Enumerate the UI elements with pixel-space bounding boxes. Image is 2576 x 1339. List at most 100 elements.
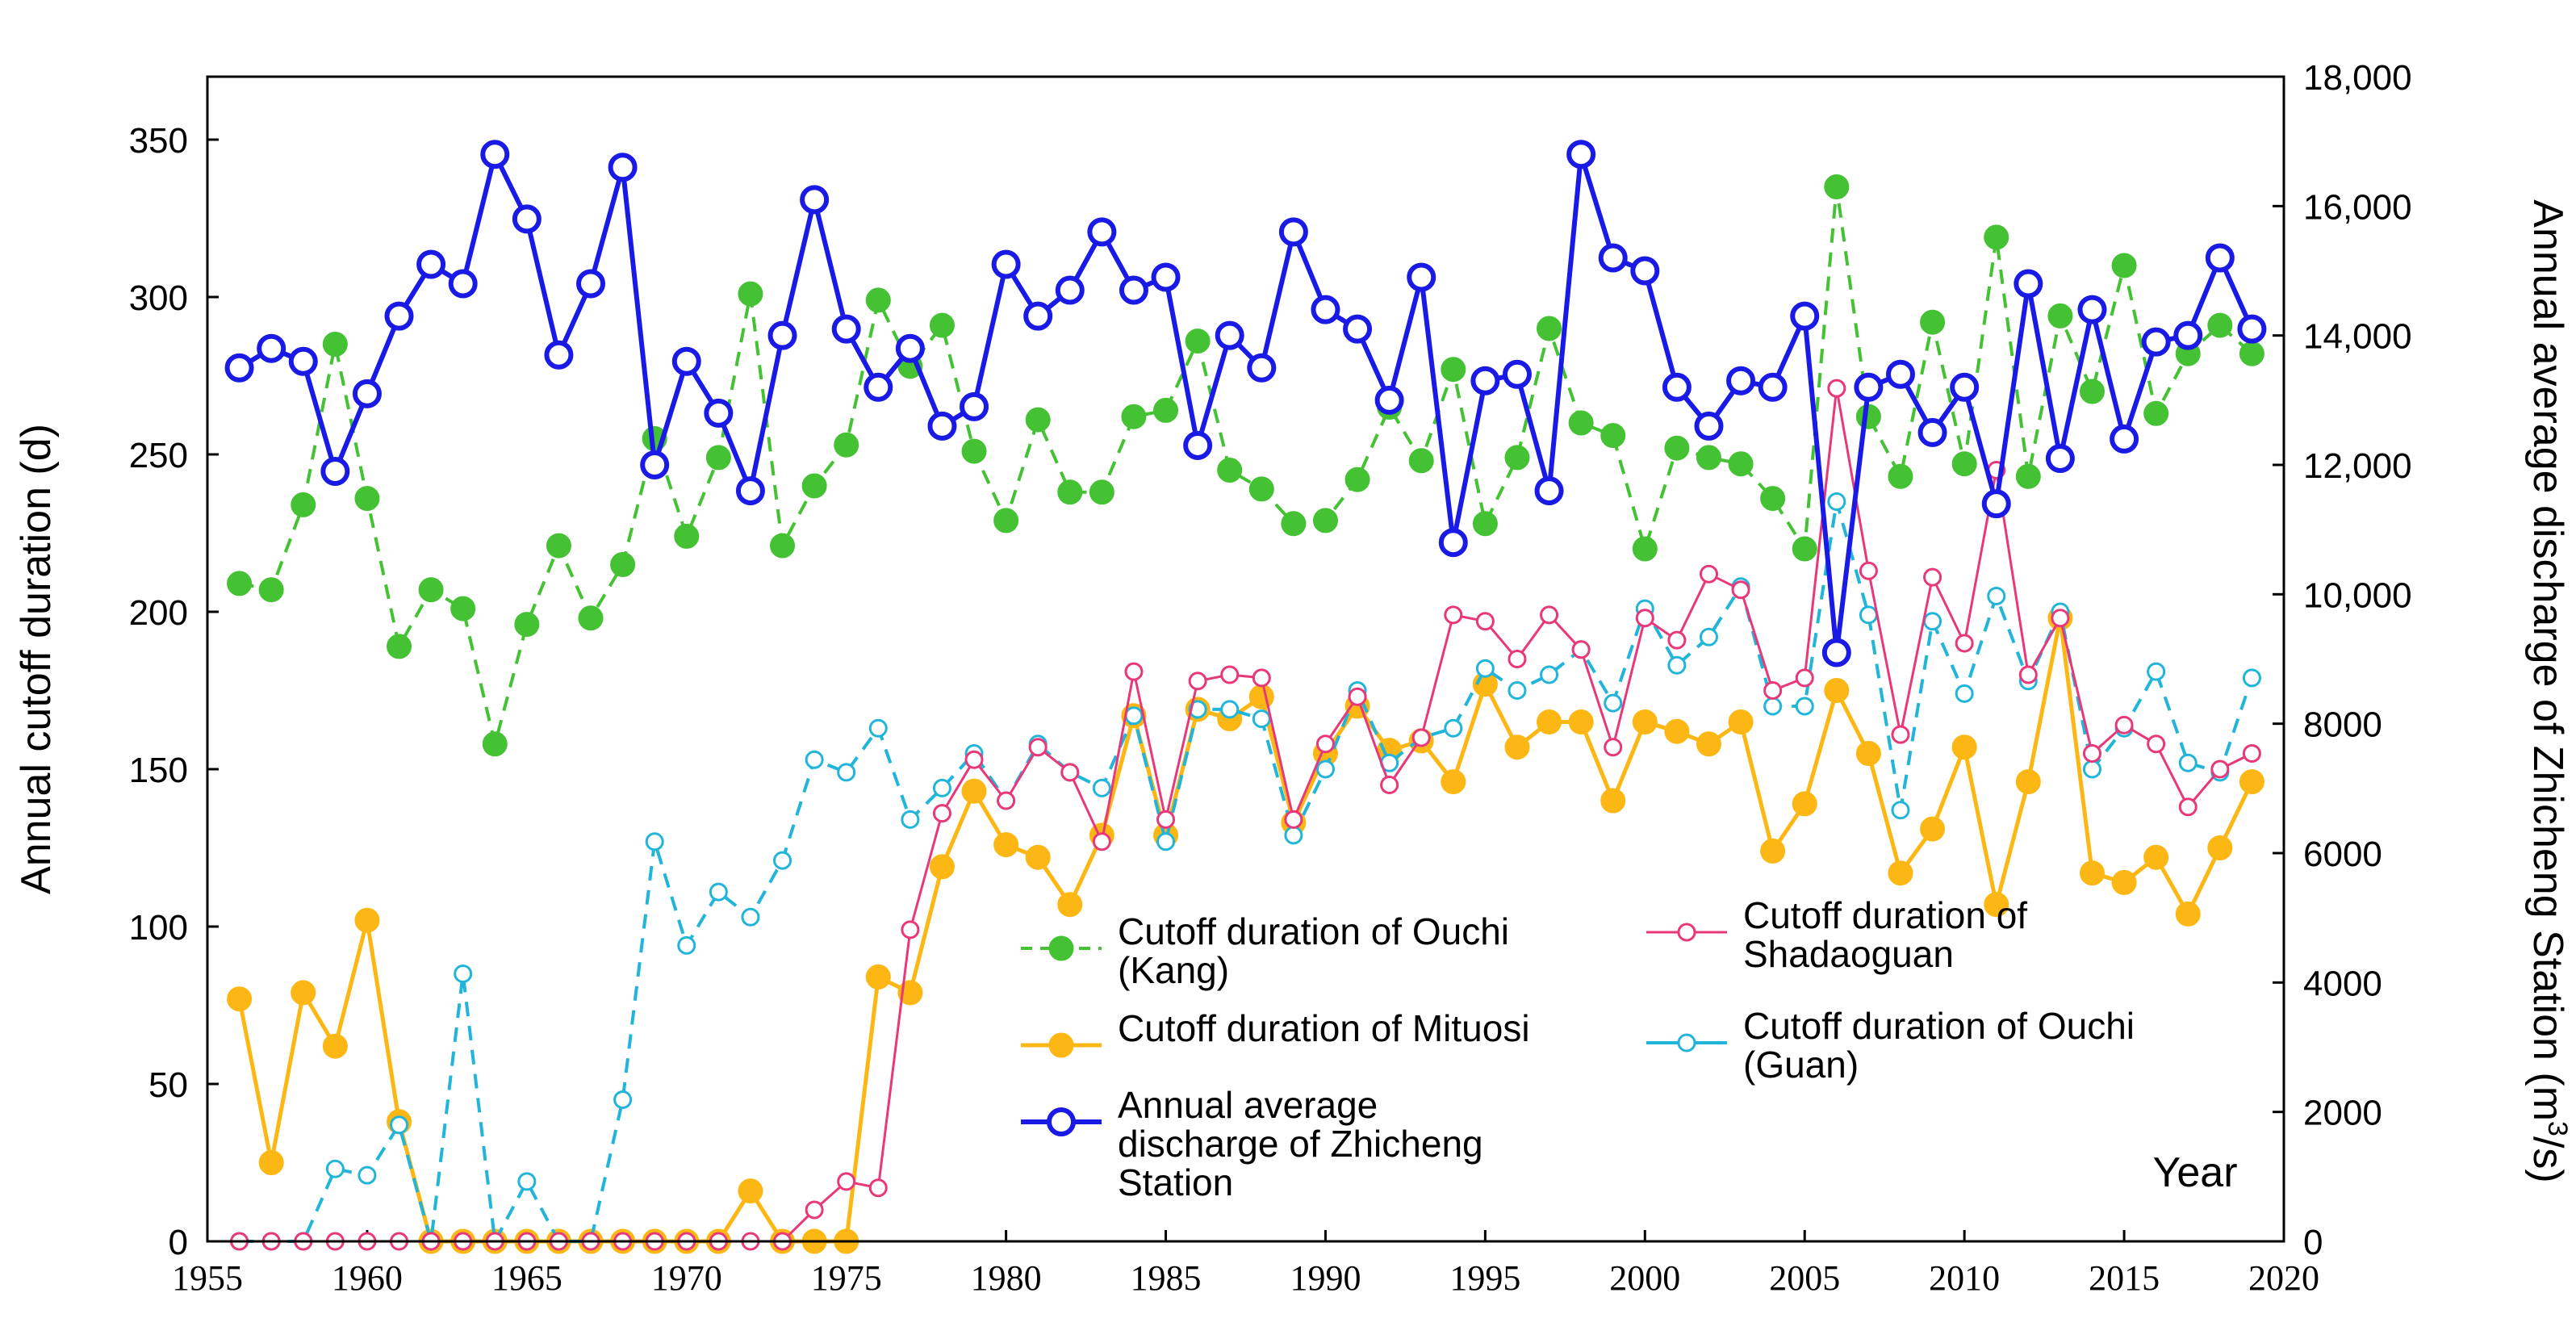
data-point bbox=[961, 778, 987, 804]
data-point bbox=[1760, 486, 1786, 512]
data-point bbox=[1183, 430, 1213, 460]
data-point bbox=[384, 301, 414, 331]
data-point bbox=[1696, 445, 1721, 471]
data-point bbox=[1760, 838, 1786, 864]
data-point bbox=[480, 140, 510, 169]
legend-label: Cutoff duration of bbox=[1743, 894, 2027, 936]
data-point bbox=[993, 832, 1019, 858]
data-point bbox=[865, 287, 891, 313]
data-point bbox=[738, 281, 763, 307]
data-point bbox=[640, 450, 670, 479]
data-point bbox=[1827, 492, 1846, 511]
data-point bbox=[1475, 612, 1495, 631]
data-point bbox=[2051, 609, 2070, 628]
data-point bbox=[864, 372, 893, 402]
data-point bbox=[1281, 511, 1307, 537]
data-point bbox=[1252, 709, 1271, 729]
data-point bbox=[1984, 224, 2009, 250]
legend-guan: Cutoff duration of Ouchi(Guan) bbox=[1646, 1005, 2135, 1086]
data-point bbox=[1087, 217, 1117, 247]
data-point bbox=[961, 438, 987, 464]
y-axis-title: Annual cutoff duration (d) bbox=[13, 424, 60, 894]
data-point bbox=[1859, 605, 1878, 625]
data-point bbox=[2077, 295, 2107, 324]
data-point bbox=[2207, 312, 2233, 338]
data-point bbox=[677, 935, 696, 955]
y2-tick-label: 14,000 bbox=[2303, 317, 2412, 357]
data-point bbox=[1630, 256, 1660, 286]
legend-label: Station bbox=[1118, 1161, 1233, 1203]
data-point bbox=[1441, 769, 1466, 795]
data-point bbox=[514, 612, 540, 638]
data-point bbox=[2014, 269, 2043, 299]
y-tick-label: 50 bbox=[148, 1065, 188, 1105]
data-point bbox=[512, 204, 542, 234]
data-point bbox=[2079, 860, 2105, 886]
data-point bbox=[837, 1172, 856, 1191]
data-point bbox=[1632, 536, 1658, 562]
y2-tick-label: 16,000 bbox=[2303, 187, 2412, 227]
data-point bbox=[1057, 892, 1083, 918]
data-point bbox=[1344, 467, 1370, 492]
data-point bbox=[1025, 844, 1051, 870]
legend-label: Cutoff duration of Mituosi bbox=[1118, 1007, 1530, 1049]
data-point bbox=[1699, 627, 1718, 646]
data-point bbox=[868, 718, 888, 738]
data-point bbox=[1600, 423, 1626, 449]
data-point bbox=[354, 907, 380, 933]
data-point bbox=[1057, 479, 1083, 505]
data-point bbox=[1025, 407, 1051, 433]
data-point bbox=[291, 980, 316, 1006]
data-point bbox=[1667, 655, 1687, 675]
data-point bbox=[450, 596, 476, 621]
data-point bbox=[608, 153, 638, 182]
data-point bbox=[227, 986, 253, 1012]
data-point bbox=[1124, 706, 1144, 726]
data-point bbox=[2018, 665, 2038, 684]
data-point bbox=[1220, 665, 1240, 684]
legend-kang: Cutoff duration of Ouchi(Kang) bbox=[1021, 910, 1509, 991]
data-point bbox=[1824, 678, 1850, 703]
data-point bbox=[1504, 734, 1530, 760]
data-point bbox=[1859, 561, 1878, 580]
data-point bbox=[1792, 536, 1817, 562]
data-point bbox=[2015, 769, 2041, 795]
data-point bbox=[1568, 709, 1594, 734]
data-point bbox=[929, 854, 955, 880]
data-point bbox=[320, 457, 350, 487]
data-point bbox=[1444, 718, 1463, 738]
legend-mituosi: Cutoff duration of Mituosi bbox=[1021, 1007, 1530, 1058]
data-point bbox=[1891, 725, 1910, 744]
data-point bbox=[1312, 508, 1338, 534]
data-point bbox=[960, 391, 989, 421]
data-point bbox=[1472, 511, 1498, 537]
data-point bbox=[1247, 353, 1277, 383]
data-point bbox=[1348, 687, 1367, 706]
data-point bbox=[770, 533, 796, 559]
series-line bbox=[239, 185, 2253, 746]
data-point bbox=[1537, 316, 1562, 341]
data-point bbox=[1855, 741, 1881, 766]
data-point bbox=[1566, 140, 1596, 169]
data-point bbox=[454, 964, 473, 983]
data-point bbox=[1248, 476, 1274, 502]
data-point bbox=[322, 1033, 348, 1059]
legend: Cutoff duration of Ouchi(Kang)Cutoff dur… bbox=[1021, 894, 2135, 1203]
data-point bbox=[2111, 869, 2137, 895]
data-point bbox=[1380, 776, 1399, 794]
y2-tick-label: 4000 bbox=[2303, 964, 2382, 1003]
data-point bbox=[1248, 684, 1274, 709]
y-tick-label: 200 bbox=[129, 593, 188, 633]
data-point bbox=[227, 571, 253, 596]
series-2 bbox=[224, 140, 2267, 667]
data-point bbox=[1664, 435, 1690, 461]
data-point bbox=[1667, 630, 1687, 650]
data-point bbox=[610, 552, 636, 577]
y2-tick-label: 6000 bbox=[2303, 835, 2382, 874]
data-point bbox=[800, 185, 830, 215]
data-point bbox=[801, 473, 827, 499]
data-point bbox=[932, 778, 951, 797]
legend-label: Cutoff duration of Ouchi bbox=[1118, 910, 1509, 952]
